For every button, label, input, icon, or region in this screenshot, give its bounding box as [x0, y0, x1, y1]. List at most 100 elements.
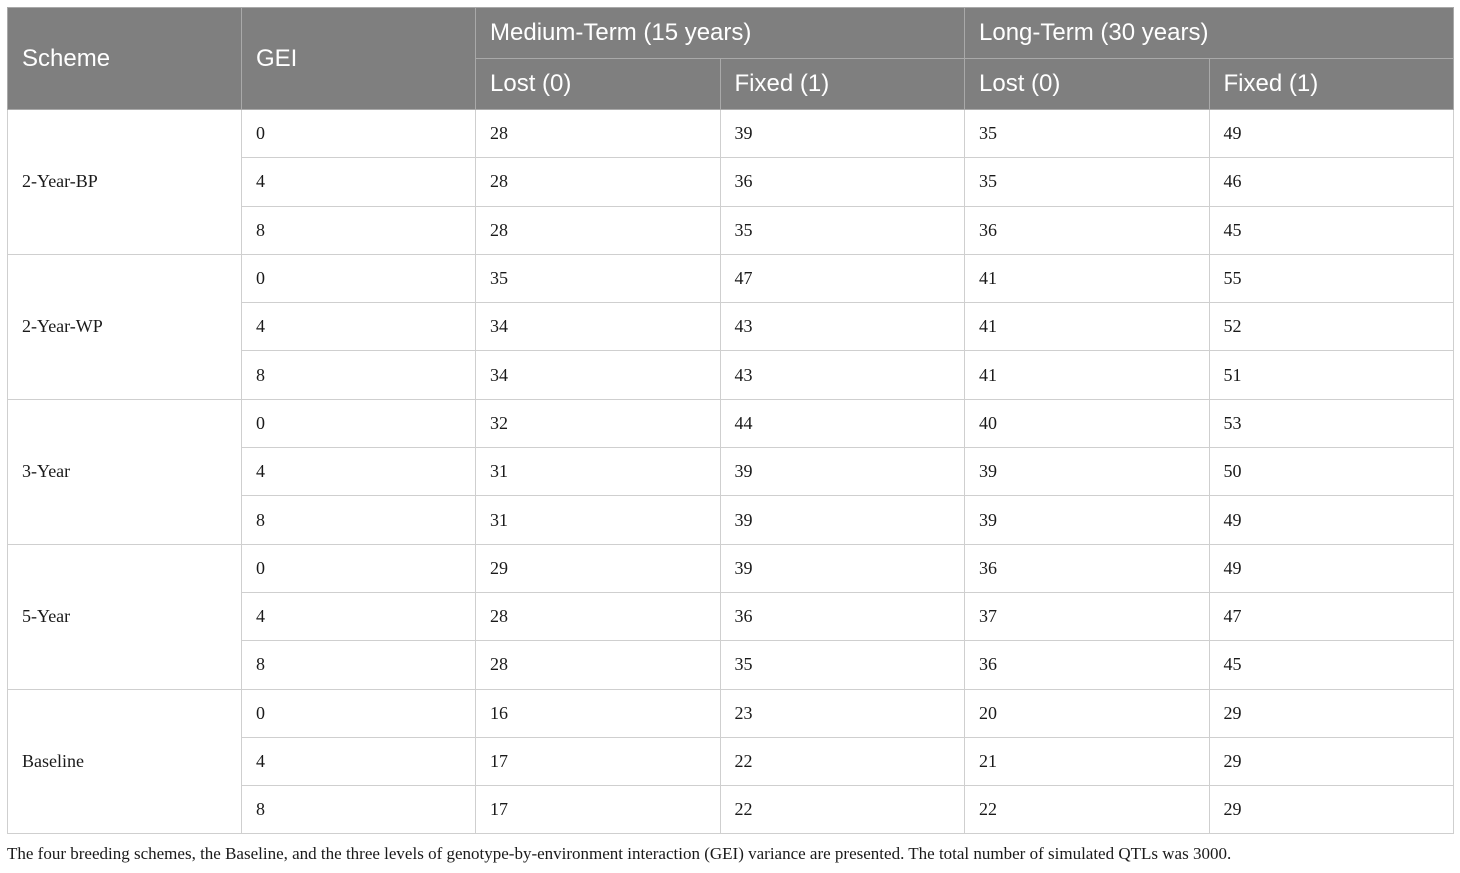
header-gei: GEI — [241, 7, 476, 110]
cell-gei: 4 — [241, 157, 476, 207]
cell-l-fixed: 29 — [1208, 736, 1455, 787]
scheme-cell: 2-Year-BP — [7, 109, 242, 255]
cell-l-lost: 39 — [964, 447, 1210, 497]
header-medium-lost: Lost (0) — [475, 58, 721, 110]
cell-m-fixed: 43 — [719, 302, 966, 352]
cell-l-lost: 39 — [964, 495, 1210, 545]
table-body: 2-Year-BP 0 28 39 35 49 4 28 36 35 46 8 28 35 36 45 2-Ye… — [7, 108, 1455, 835]
cell-m-fixed: 44 — [719, 398, 966, 449]
cell-gei: 8 — [241, 205, 476, 255]
cell-l-fixed: 45 — [1208, 640, 1455, 690]
cell-l-lost: 20 — [964, 688, 1210, 738]
cell-gei: 0 — [241, 253, 476, 304]
table-row: 8 31 39 39 49 — [8, 495, 1455, 545]
table-row: 2-Year-BP 0 28 39 35 49 — [7, 108, 1455, 255]
cell-l-lost: 41 — [964, 302, 1210, 352]
table-row: 8 28 35 36 45 — [8, 640, 1455, 690]
qtl-table: Scheme GEI Medium-Term (15 years) Long-T… — [7, 7, 1455, 835]
cell-m-lost: 31 — [475, 447, 721, 497]
table-row: 8 17 22 22 29 — [8, 785, 1455, 835]
cell-l-fixed: 53 — [1208, 398, 1455, 449]
cell-gei: 4 — [241, 447, 476, 497]
cell-m-lost: 35 — [475, 253, 721, 304]
cell-gei: 0 — [241, 688, 476, 738]
table-row: 5-Year 0 29 39 36 49 — [7, 543, 1455, 690]
cell-gei: 8 — [241, 495, 476, 545]
cell-l-lost: 35 — [964, 108, 1210, 159]
table-row: 4 28 36 37 47 — [8, 591, 1455, 642]
cell-m-fixed: 22 — [719, 736, 966, 787]
header-scheme: Scheme — [7, 7, 242, 110]
cell-l-lost: 35 — [964, 157, 1210, 207]
cell-m-lost: 34 — [475, 350, 721, 400]
scheme-cell: 3-Year — [7, 398, 242, 545]
cell-m-fixed: 39 — [719, 495, 966, 545]
cell-m-lost: 28 — [475, 591, 721, 642]
header-medium-term: Medium-Term (15 years) — [474, 7, 966, 59]
cell-gei: 0 — [241, 108, 476, 159]
header-long-fixed: Fixed (1) — [1208, 58, 1455, 110]
cell-m-lost: 28 — [475, 205, 721, 255]
cell-l-lost: 41 — [964, 350, 1210, 400]
cell-m-lost: 34 — [475, 302, 721, 352]
scheme-cell: 2-Year-WP — [7, 253, 242, 400]
cell-m-fixed: 47 — [719, 253, 966, 304]
cell-m-lost: 28 — [475, 640, 721, 690]
table-row: 4 31 39 39 50 — [8, 447, 1455, 497]
cell-m-fixed: 39 — [719, 447, 966, 497]
table-caption: The four breeding schemes, the Baseline,… — [7, 844, 1232, 863]
cell-l-fixed: 29 — [1208, 688, 1455, 738]
cell-l-fixed: 49 — [1208, 495, 1455, 545]
table-container: Scheme GEI Medium-Term (15 years) Long-T… — [7, 7, 1455, 835]
cell-l-lost: 36 — [964, 640, 1210, 690]
cell-m-lost: 29 — [475, 543, 721, 593]
cell-m-fixed: 36 — [719, 157, 966, 207]
cell-m-fixed: 39 — [719, 108, 966, 159]
table-header: Scheme GEI Medium-Term (15 years) Long-T… — [7, 7, 1455, 110]
cell-l-fixed: 52 — [1208, 302, 1455, 352]
cell-m-fixed: 36 — [719, 591, 966, 642]
cell-m-fixed: 22 — [719, 785, 966, 835]
cell-l-fixed: 55 — [1208, 253, 1455, 304]
cell-l-fixed: 50 — [1208, 447, 1455, 497]
cell-l-lost: 21 — [964, 736, 1210, 787]
cell-l-fixed: 46 — [1208, 157, 1455, 207]
table-row: 2-Year-WP 0 35 47 41 55 — [7, 253, 1455, 400]
table-row: 8 28 35 36 45 — [8, 205, 1455, 255]
cell-gei: 8 — [241, 350, 476, 400]
cell-m-fixed: 35 — [719, 640, 966, 690]
cell-l-fixed: 51 — [1208, 350, 1455, 400]
cell-m-fixed: 39 — [719, 543, 966, 593]
cell-gei: 8 — [241, 640, 476, 690]
cell-l-lost: 41 — [964, 253, 1210, 304]
table-row: 4 17 22 21 29 — [8, 736, 1455, 787]
header-long-lost: Lost (0) — [964, 58, 1210, 110]
table-row: 4 34 43 41 52 — [8, 302, 1455, 352]
cell-m-lost: 31 — [475, 495, 721, 545]
cell-gei: 4 — [241, 591, 476, 642]
cell-gei: 8 — [241, 785, 476, 835]
cell-m-lost: 28 — [475, 157, 721, 207]
cell-l-lost: 22 — [964, 785, 1210, 835]
header-long-term: Long-Term (30 years) — [964, 7, 1455, 59]
table-row: 3-Year 0 32 44 40 53 — [7, 398, 1455, 545]
cell-l-fixed: 47 — [1208, 591, 1455, 642]
cell-l-lost: 40 — [964, 398, 1210, 449]
cell-l-lost: 36 — [964, 205, 1210, 255]
cell-m-lost: 16 — [475, 688, 721, 738]
cell-l-fixed: 45 — [1208, 205, 1455, 255]
cell-l-fixed: 29 — [1208, 785, 1455, 835]
header-medium-fixed: Fixed (1) — [719, 58, 966, 110]
cell-m-lost: 17 — [475, 736, 721, 787]
cell-m-lost: 32 — [475, 398, 721, 449]
cell-l-lost: 37 — [964, 591, 1210, 642]
table-row: 4 28 36 35 46 — [8, 157, 1455, 207]
cell-m-fixed: 35 — [719, 205, 966, 255]
cell-m-lost: 17 — [475, 785, 721, 835]
cell-m-fixed: 23 — [719, 688, 966, 738]
cell-l-fixed: 49 — [1208, 543, 1455, 593]
cell-m-lost: 28 — [475, 108, 721, 159]
cell-gei: 4 — [241, 736, 476, 787]
cell-gei: 4 — [241, 302, 476, 352]
scheme-cell: 5-Year — [7, 543, 242, 690]
